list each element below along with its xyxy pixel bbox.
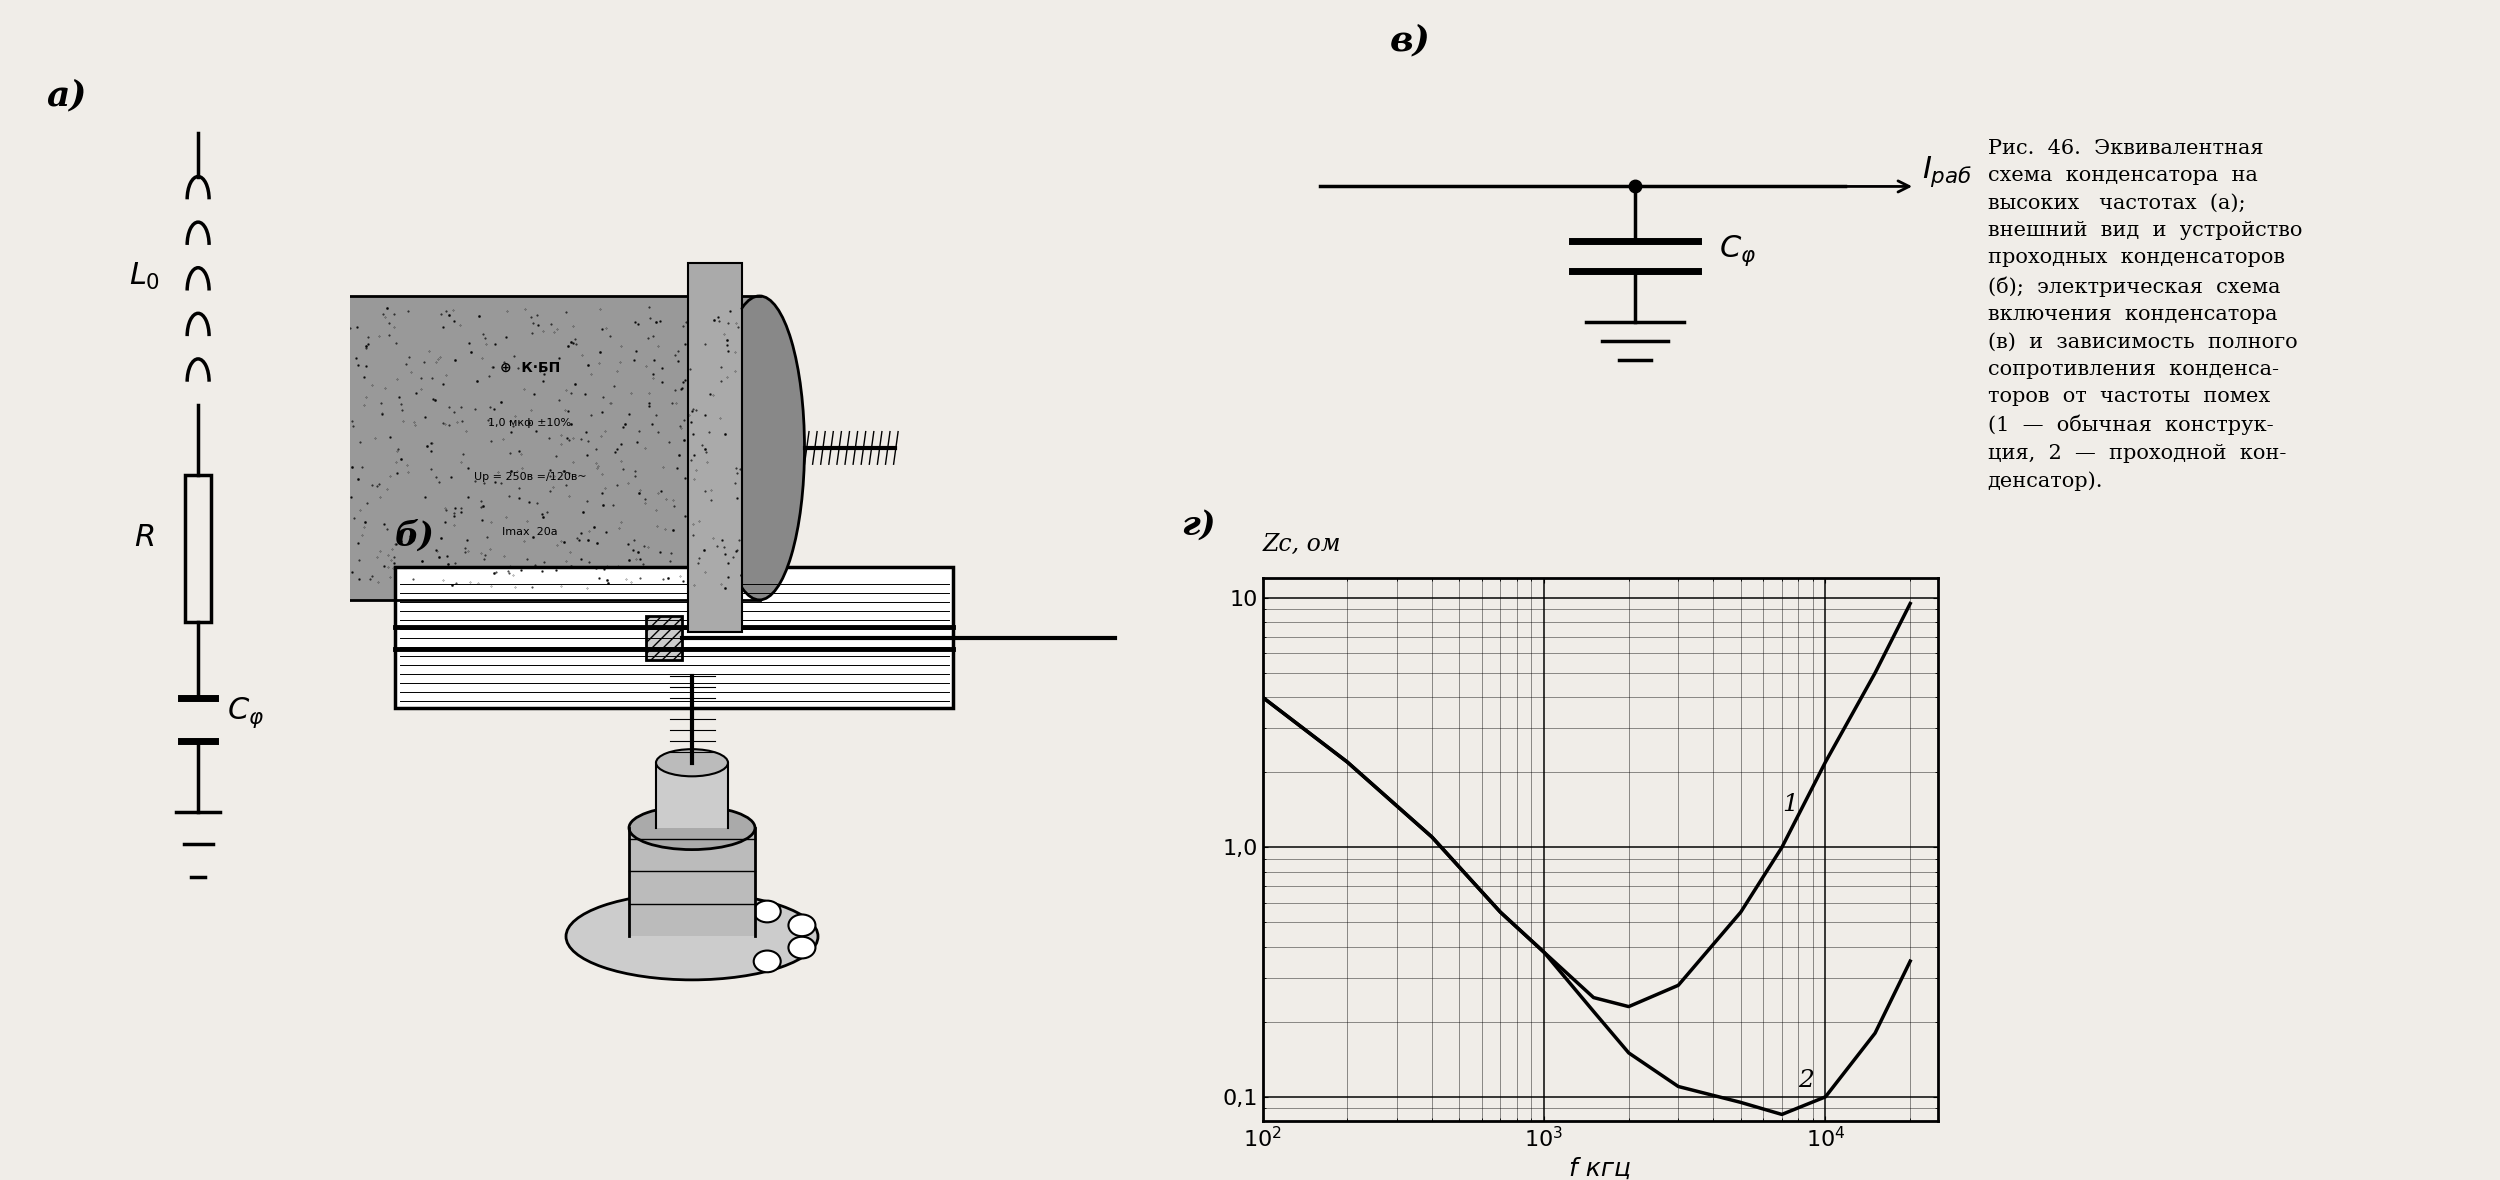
Ellipse shape [220,296,310,599]
Ellipse shape [752,900,780,923]
Text: б): б) [395,519,435,552]
Text: $R$: $R$ [135,522,155,552]
Text: $I_{раб}$: $I_{раб}$ [1922,155,1972,190]
Ellipse shape [630,806,755,850]
Ellipse shape [565,893,818,979]
Text: $L_0$: $L_0$ [127,261,160,293]
Text: Imax  20а: Imax 20а [503,526,558,537]
Bar [688,263,742,632]
Text: 2: 2 [1798,1069,1815,1092]
Ellipse shape [788,937,815,958]
Bar [645,616,682,660]
Ellipse shape [715,296,805,599]
Ellipse shape [752,951,780,972]
Bar [630,828,755,937]
Text: Zc, ом: Zc, ом [1262,533,1340,556]
Ellipse shape [788,914,815,936]
Bar [185,476,210,622]
Bar [265,296,760,599]
Text: $C_\varphi$: $C_\varphi$ [228,696,265,730]
X-axis label: f кгц: f кгц [1570,1156,1630,1180]
Text: Рис.  46.  Эквивалентная
схема  конденсатора  на
высоких   частотах  (а);
внешни: Рис. 46. Эквивалентная схема конденсатор… [1988,139,2302,491]
Text: $C_\varphi$: $C_\varphi$ [1720,234,1755,268]
Text: 1: 1 [1782,793,1798,815]
Text: г): г) [1182,509,1215,542]
Bar [655,762,727,828]
Text: а): а) [48,79,88,113]
Text: Up = 250в =/120в~: Up = 250в =/120в~ [472,472,588,483]
Bar [395,568,952,708]
Text: в): в) [1390,24,1430,58]
Ellipse shape [655,749,727,776]
Text: 1,0 мкф ±10%: 1,0 мкф ±10% [488,418,572,428]
Text: ⊕  К·БП: ⊕ К·БП [500,361,560,375]
